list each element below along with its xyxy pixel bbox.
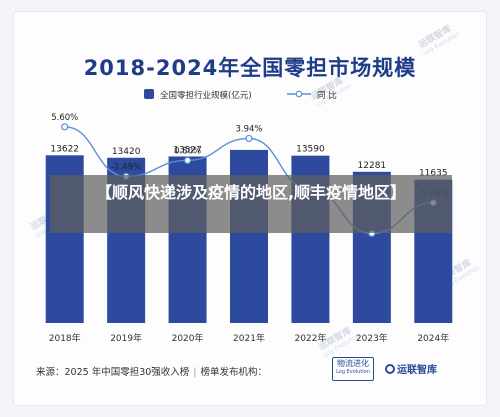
line-value-label: 5.60% [51,113,78,123]
line-value-label: 0.80% [174,146,201,156]
logo-log-evolution: 物流进化 Log Evolution [332,357,374,381]
legend-bar-label: 全国零担行业规模(亿元) [160,90,252,101]
overlay-banner: 【顺风快递涉及疫情的地区,顺丰疫情地区】 [50,175,452,233]
line-point [245,134,253,143]
line-value-label: 3.94% [235,124,262,134]
footer-separator: | [193,367,197,378]
x-axis-labels: 2018年 2019年 2020年 2021年 2022年 2023年 2024年 [49,332,449,344]
x-tick-label: 2023年 [356,332,388,344]
bars-group: 13622 13420 13527 13590 12281 11635 [45,144,453,323]
bar-value-label: 13590 [296,145,325,155]
legend: 全国零担行业规模(亿元) 同 比 [144,89,337,101]
publisher-text: 榜单发布机构： [200,367,268,378]
x-tick-label: 2022年 [294,332,326,344]
line-point [183,156,192,164]
line-value-label: -1.49% [111,162,141,172]
bar-value-label: 13420 [112,147,141,157]
x-tick-label: 2024年 [417,332,449,344]
x-tick-label: 2020年 [172,332,204,344]
source-text: 来源：2025 年中国零担30强收入榜 [36,367,190,378]
bar-value-label: 12281 [358,161,387,171]
legend-line-label: 同 比 [317,90,337,101]
legend-bar-swatch [144,89,154,99]
x-tick-label: 2021年 [233,332,265,344]
x-tick-label: 2018年 [49,332,81,344]
line-point [61,123,69,131]
chart-title: 2018-2024年全国零担市场规模 [83,56,417,80]
legend-line-marker [295,90,303,98]
bar-value-label: 11635 [419,169,448,179]
bar-value-label: 13527 [173,145,202,155]
footer: 来源：2025 年中国零担30强收入榜 | 榜单发布机构： [36,364,267,378]
bar-value-label: 13622 [50,144,79,154]
x-tick-label: 2019年 [110,332,142,344]
logo-mark-icon [385,364,395,374]
logo-yunlian: 运联智库 [385,361,437,376]
